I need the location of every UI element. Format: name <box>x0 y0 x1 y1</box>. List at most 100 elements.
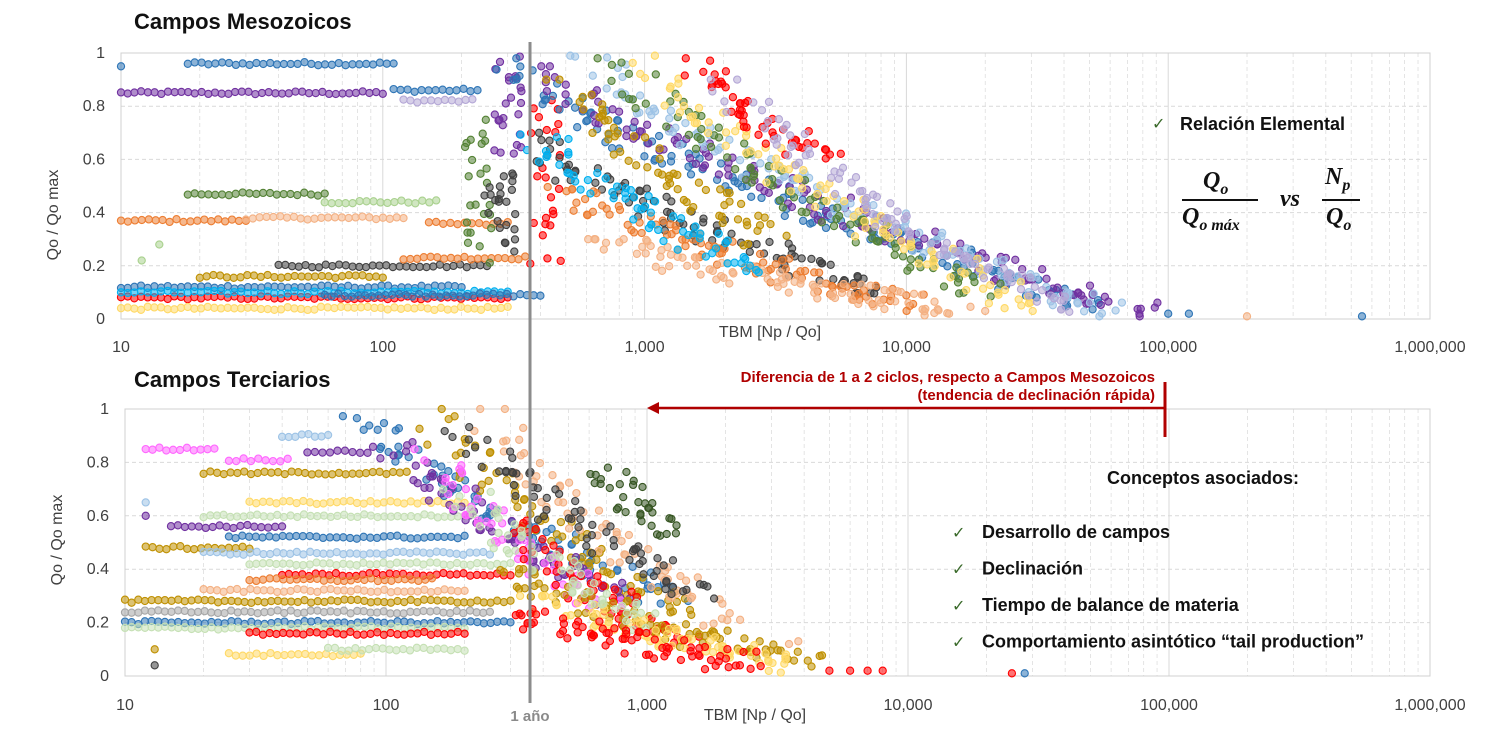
data-point <box>333 446 342 455</box>
data-point <box>163 286 172 296</box>
data-point <box>162 545 171 554</box>
data-point <box>479 598 489 607</box>
data-point <box>287 262 297 271</box>
data-point <box>440 622 449 632</box>
data-point <box>406 587 416 596</box>
data-point <box>674 74 683 83</box>
data-point <box>429 459 439 468</box>
data-point <box>271 522 280 531</box>
data-point <box>399 547 408 556</box>
data-point <box>472 548 481 557</box>
data-point <box>462 263 471 272</box>
data-point <box>265 558 274 568</box>
data-point <box>406 96 415 105</box>
data-point <box>733 75 742 84</box>
data-point <box>334 198 343 208</box>
data-point <box>739 253 748 262</box>
data-point <box>332 498 342 507</box>
data-point <box>635 628 644 637</box>
data-point <box>699 218 708 227</box>
data-point <box>439 560 448 569</box>
data-point <box>457 469 467 478</box>
data-point <box>380 597 389 607</box>
data-point <box>897 237 906 246</box>
data-point <box>591 235 600 244</box>
data-point <box>604 135 613 144</box>
data-point <box>786 187 795 196</box>
data-point <box>863 666 872 675</box>
data-point <box>239 587 248 597</box>
data-point <box>453 254 462 263</box>
data-point <box>986 292 995 301</box>
data-point <box>475 242 484 251</box>
data-point <box>495 115 504 124</box>
data-point <box>680 71 689 80</box>
data-point <box>244 87 253 96</box>
data-point <box>448 432 457 442</box>
data-point <box>740 634 749 643</box>
data-point <box>623 220 632 230</box>
data-point <box>312 532 321 541</box>
data-point <box>687 635 697 644</box>
data-point <box>573 609 583 618</box>
data-point <box>466 87 475 96</box>
data-point <box>263 270 272 280</box>
data-point <box>460 252 469 262</box>
data-point <box>305 498 315 507</box>
data-point <box>1038 286 1047 295</box>
data-point <box>203 445 212 454</box>
data-point <box>352 534 361 543</box>
data-point <box>327 199 336 208</box>
data-point <box>313 606 322 615</box>
data-point <box>739 241 748 250</box>
data-point <box>348 60 357 69</box>
data-point <box>872 192 882 201</box>
data-point <box>534 128 544 137</box>
data-point <box>156 287 166 296</box>
data-point <box>313 191 323 200</box>
data-point <box>569 171 578 180</box>
data-point <box>389 451 398 460</box>
data-point <box>662 181 671 191</box>
data-point <box>710 633 720 642</box>
data-point <box>317 271 326 281</box>
data-point <box>420 456 429 465</box>
data-point <box>247 598 256 607</box>
data-point <box>629 476 638 485</box>
data-point <box>602 53 612 62</box>
data-point <box>180 623 190 632</box>
data-point <box>141 542 150 551</box>
data-point <box>588 71 597 80</box>
data-point <box>157 89 166 99</box>
data-point <box>413 499 422 508</box>
data-point <box>353 595 362 604</box>
data-point <box>274 260 283 270</box>
data-point <box>432 196 441 205</box>
data-point <box>476 404 485 414</box>
data-point <box>573 617 583 626</box>
data-point <box>797 254 806 263</box>
data-point <box>602 84 611 93</box>
data-point <box>796 275 806 284</box>
data-point <box>252 649 261 658</box>
data-point <box>232 584 242 594</box>
data-point <box>568 588 577 597</box>
data-point <box>588 520 597 530</box>
data-point <box>1007 277 1016 287</box>
data-point <box>742 266 751 276</box>
data-point <box>385 560 395 569</box>
data-point <box>470 304 479 313</box>
data-point <box>641 99 650 108</box>
data-point <box>714 123 723 132</box>
data-point <box>304 272 313 281</box>
data-point <box>361 468 371 478</box>
y-tick-label: 0.6 <box>87 508 109 525</box>
data-point <box>660 101 669 110</box>
data-point <box>433 253 442 262</box>
data-point <box>301 260 310 270</box>
data-point <box>446 629 456 638</box>
y-tick-label: 0.4 <box>87 561 109 578</box>
data-point <box>592 86 602 95</box>
data-point <box>446 560 455 570</box>
data-point <box>463 304 472 313</box>
